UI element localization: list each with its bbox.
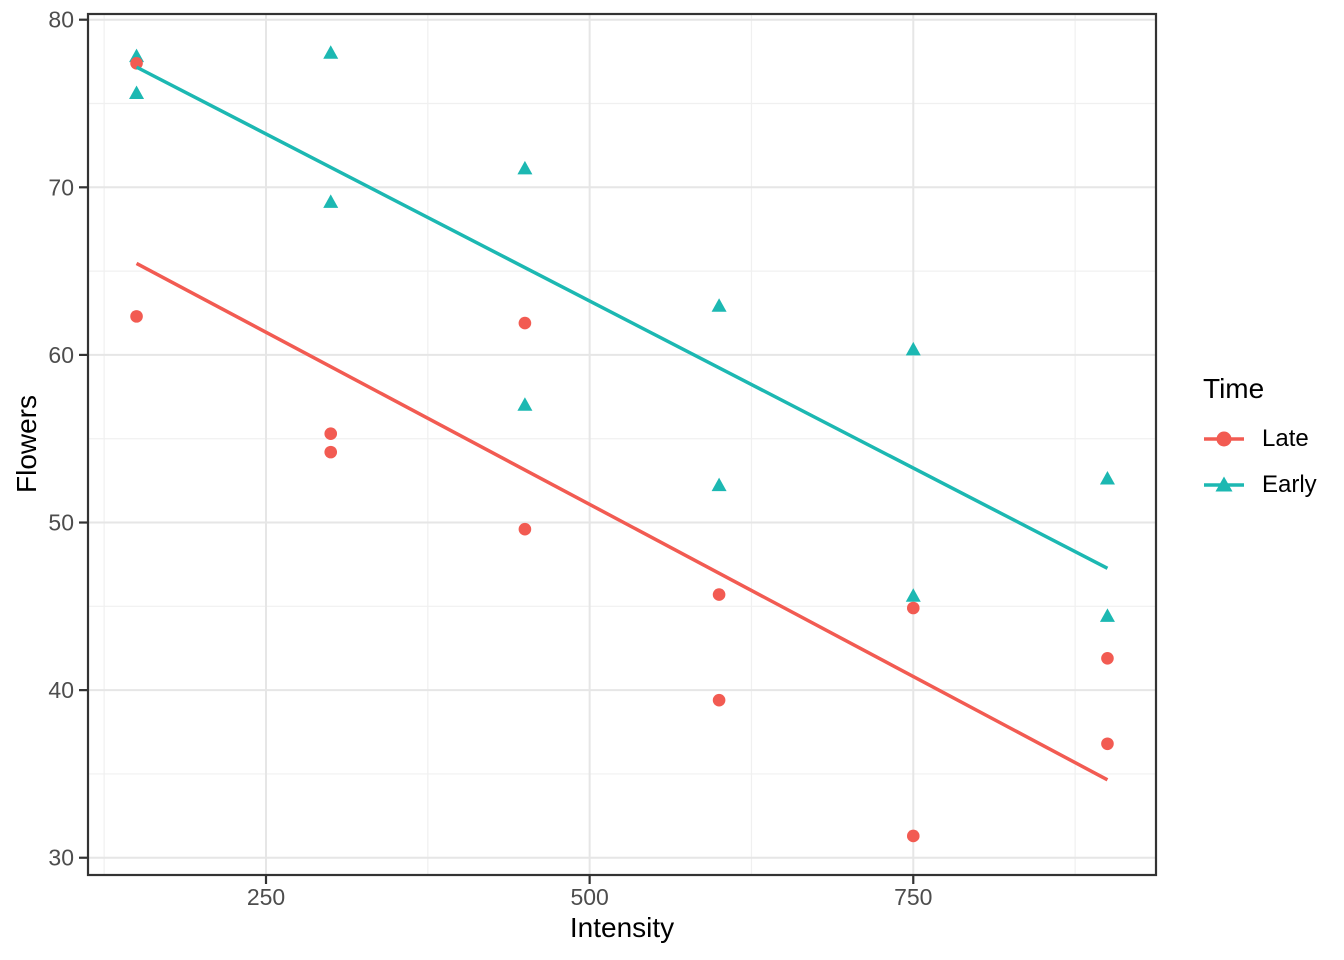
legend-label-early: Early (1262, 471, 1317, 498)
y-tick-label: 80 (48, 7, 74, 33)
late-line-circle-key-icon (1204, 431, 1244, 447)
data-point-early (129, 85, 145, 99)
data-point-late (1101, 737, 1114, 751)
y-axis-title: Flowers (11, 394, 42, 494)
legend-label-late: Late (1262, 425, 1309, 452)
y-tick-label: 50 (48, 510, 74, 536)
y-tick-label: 40 (48, 677, 74, 703)
data-point-early (905, 588, 921, 602)
data-point-early (517, 397, 533, 411)
data-point-early (711, 477, 727, 492)
data-point-early (711, 298, 727, 312)
panel-border (86, 12, 1158, 877)
legend-item-early: Early (1203, 468, 1317, 502)
data-point-early (1099, 470, 1115, 485)
legend: Time Late Early (1203, 372, 1317, 514)
data-point-late (130, 56, 143, 70)
fit-line-late (135, 261, 1109, 782)
data-point-late (130, 310, 143, 323)
data-point-late (518, 316, 532, 330)
data-point-late (906, 601, 920, 615)
y-tick-label: 30 (48, 845, 74, 871)
early-line-triangle-key-icon (1204, 476, 1244, 492)
data-point-early (905, 341, 921, 356)
fit-line-early (135, 65, 1109, 570)
data-point-late (518, 522, 532, 536)
data-point-late (712, 588, 726, 601)
x-tick-label: 500 (570, 884, 608, 910)
data-point-late (324, 427, 338, 440)
data-point-early (323, 45, 339, 59)
x-tick-label: 750 (894, 884, 932, 910)
x-tick-label: 250 (247, 884, 285, 910)
y-tick-label: 70 (48, 174, 74, 200)
panel-background (88, 14, 1156, 875)
data-point-late (712, 693, 726, 707)
legend-item-late: Late (1203, 422, 1317, 456)
data-point-late (1101, 651, 1114, 665)
data-point-early (1099, 608, 1115, 622)
y-tick-label: 60 (48, 342, 74, 368)
data-point-early (323, 194, 339, 208)
legend-title: Time (1203, 373, 1265, 404)
data-point-late (324, 445, 338, 459)
x-axis-title: Intensity (569, 912, 675, 943)
data-point-early (517, 160, 533, 175)
data-point-late (906, 829, 920, 843)
